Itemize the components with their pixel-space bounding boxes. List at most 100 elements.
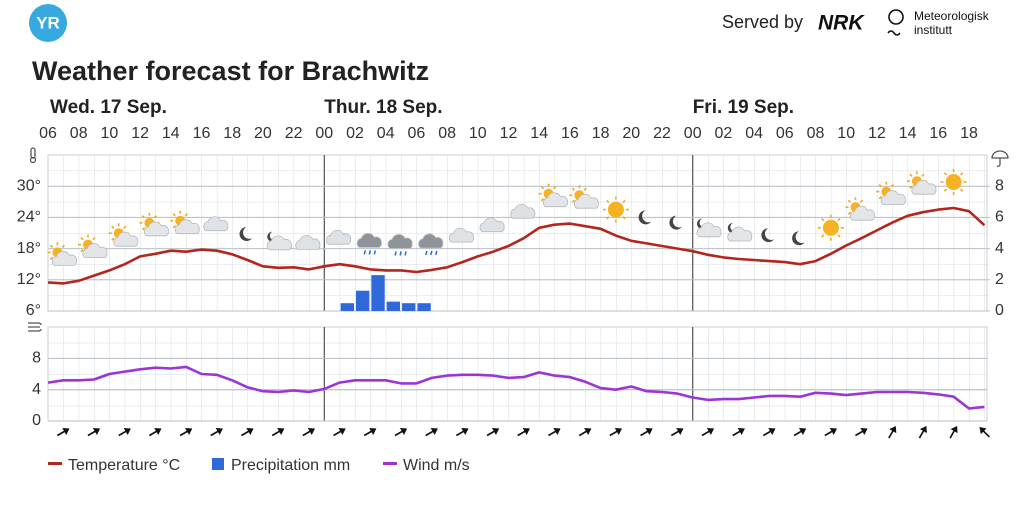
wind-arrow <box>670 428 684 437</box>
y2-tick-label: 6 <box>995 209 1004 226</box>
wind-arrow <box>793 428 807 437</box>
x-tick-label: 00 <box>315 125 333 142</box>
weather-symbol <box>510 203 536 219</box>
arrow-head <box>307 428 315 435</box>
weather-symbol <box>727 223 753 242</box>
arrow-head <box>919 425 927 434</box>
sun-ray <box>622 216 626 220</box>
served-by: Served by <box>722 12 803 32</box>
met-name: institutt <box>914 23 953 37</box>
x-tick-label: 22 <box>285 125 303 142</box>
x-tick-label: 18 <box>592 125 610 142</box>
wind-arrow <box>824 428 837 437</box>
wind-arrow <box>271 428 285 437</box>
sun-ray <box>49 244 54 249</box>
met-name: Meteorologisk <box>914 9 990 23</box>
wind-arrow <box>979 427 990 438</box>
sun-ray <box>943 188 948 192</box>
sun-ray <box>960 188 964 192</box>
rain-drop <box>404 251 407 256</box>
y-tick-label: 12° <box>17 271 41 288</box>
sun-ray <box>890 183 894 188</box>
arrow-head <box>676 428 684 435</box>
rain-drop <box>363 250 367 255</box>
y-tick-label: 8 <box>32 350 41 367</box>
legend-swatch <box>383 462 397 465</box>
weather-symbol <box>266 231 292 251</box>
x-tick-label: 18 <box>960 125 978 142</box>
wind-arrow <box>210 428 223 437</box>
sun-ray <box>606 216 610 220</box>
weather-symbol <box>940 169 967 195</box>
wind-arrow <box>732 428 745 437</box>
wind-icon <box>28 322 42 332</box>
arrow-head <box>461 428 469 435</box>
weather-symbol <box>78 234 108 259</box>
x-tick-label: 08 <box>807 125 825 142</box>
arrow-head <box>950 425 958 434</box>
y2-tick-label: 2 <box>995 271 1004 288</box>
rain-drop <box>399 251 402 256</box>
weather-symbol <box>108 223 139 247</box>
weather-symbol <box>569 185 599 209</box>
precipitation-bar <box>356 290 370 311</box>
cloud <box>387 234 413 249</box>
weather-symbol <box>239 227 253 241</box>
y-tick-label: 18° <box>17 240 41 257</box>
legend-swatch <box>212 458 224 470</box>
wind-arrow <box>609 428 622 437</box>
umbrella-icon <box>991 150 1009 167</box>
precipitation-bar <box>386 301 401 311</box>
chart-title: Weather forecast for Brachwitz <box>32 56 429 86</box>
arrow-head <box>399 428 408 435</box>
x-tick-label: 06 <box>776 125 794 142</box>
x-tick-label: 20 <box>622 125 640 142</box>
x-tick-label: 16 <box>193 125 211 142</box>
weather-symbol <box>418 233 444 256</box>
cloud <box>326 229 352 245</box>
sun-ray <box>540 186 545 190</box>
y2-tick-label: 4 <box>995 240 1004 257</box>
x-tick-label: 12 <box>500 125 518 142</box>
sun-ray <box>172 213 176 217</box>
moon <box>239 227 253 241</box>
yr-logo <box>29 4 67 42</box>
x-tick-label: 06 <box>408 125 426 142</box>
sun-ray <box>61 244 66 249</box>
moon <box>669 215 682 230</box>
arrow-head <box>553 428 561 435</box>
sun-ray <box>80 248 84 253</box>
wind-arrow <box>363 428 377 437</box>
wind-arrow <box>241 428 254 437</box>
weather-symbol <box>817 214 844 241</box>
sun-ray <box>943 172 948 176</box>
wind-arrow <box>517 428 530 437</box>
sun-ray <box>821 234 825 238</box>
sun-ray <box>960 172 964 176</box>
moon <box>792 231 805 246</box>
thermometer-icon <box>29 147 37 164</box>
x-tick-label: 22 <box>653 125 671 142</box>
series-line <box>47 365 985 410</box>
arrow-head <box>215 428 223 435</box>
sun-ray <box>878 183 882 188</box>
x-tick-label: 02 <box>346 125 364 142</box>
sun-ray <box>821 218 825 222</box>
weather-symbol <box>356 233 382 255</box>
cloud <box>82 243 108 259</box>
arrow-head <box>430 428 438 435</box>
sun-ray <box>909 185 913 189</box>
series-line <box>47 206 986 285</box>
weather-symbol <box>761 228 774 243</box>
precipitation-bar <box>402 303 416 311</box>
sun-ray <box>847 199 852 203</box>
x-tick-label: 00 <box>684 125 702 142</box>
y2-tick-label: 0 <box>995 302 1004 319</box>
wind-arrow <box>118 428 131 437</box>
sun-ray <box>111 237 115 241</box>
cloud <box>51 251 77 266</box>
weather-symbol <box>170 210 200 235</box>
wind-arrow <box>394 428 408 437</box>
